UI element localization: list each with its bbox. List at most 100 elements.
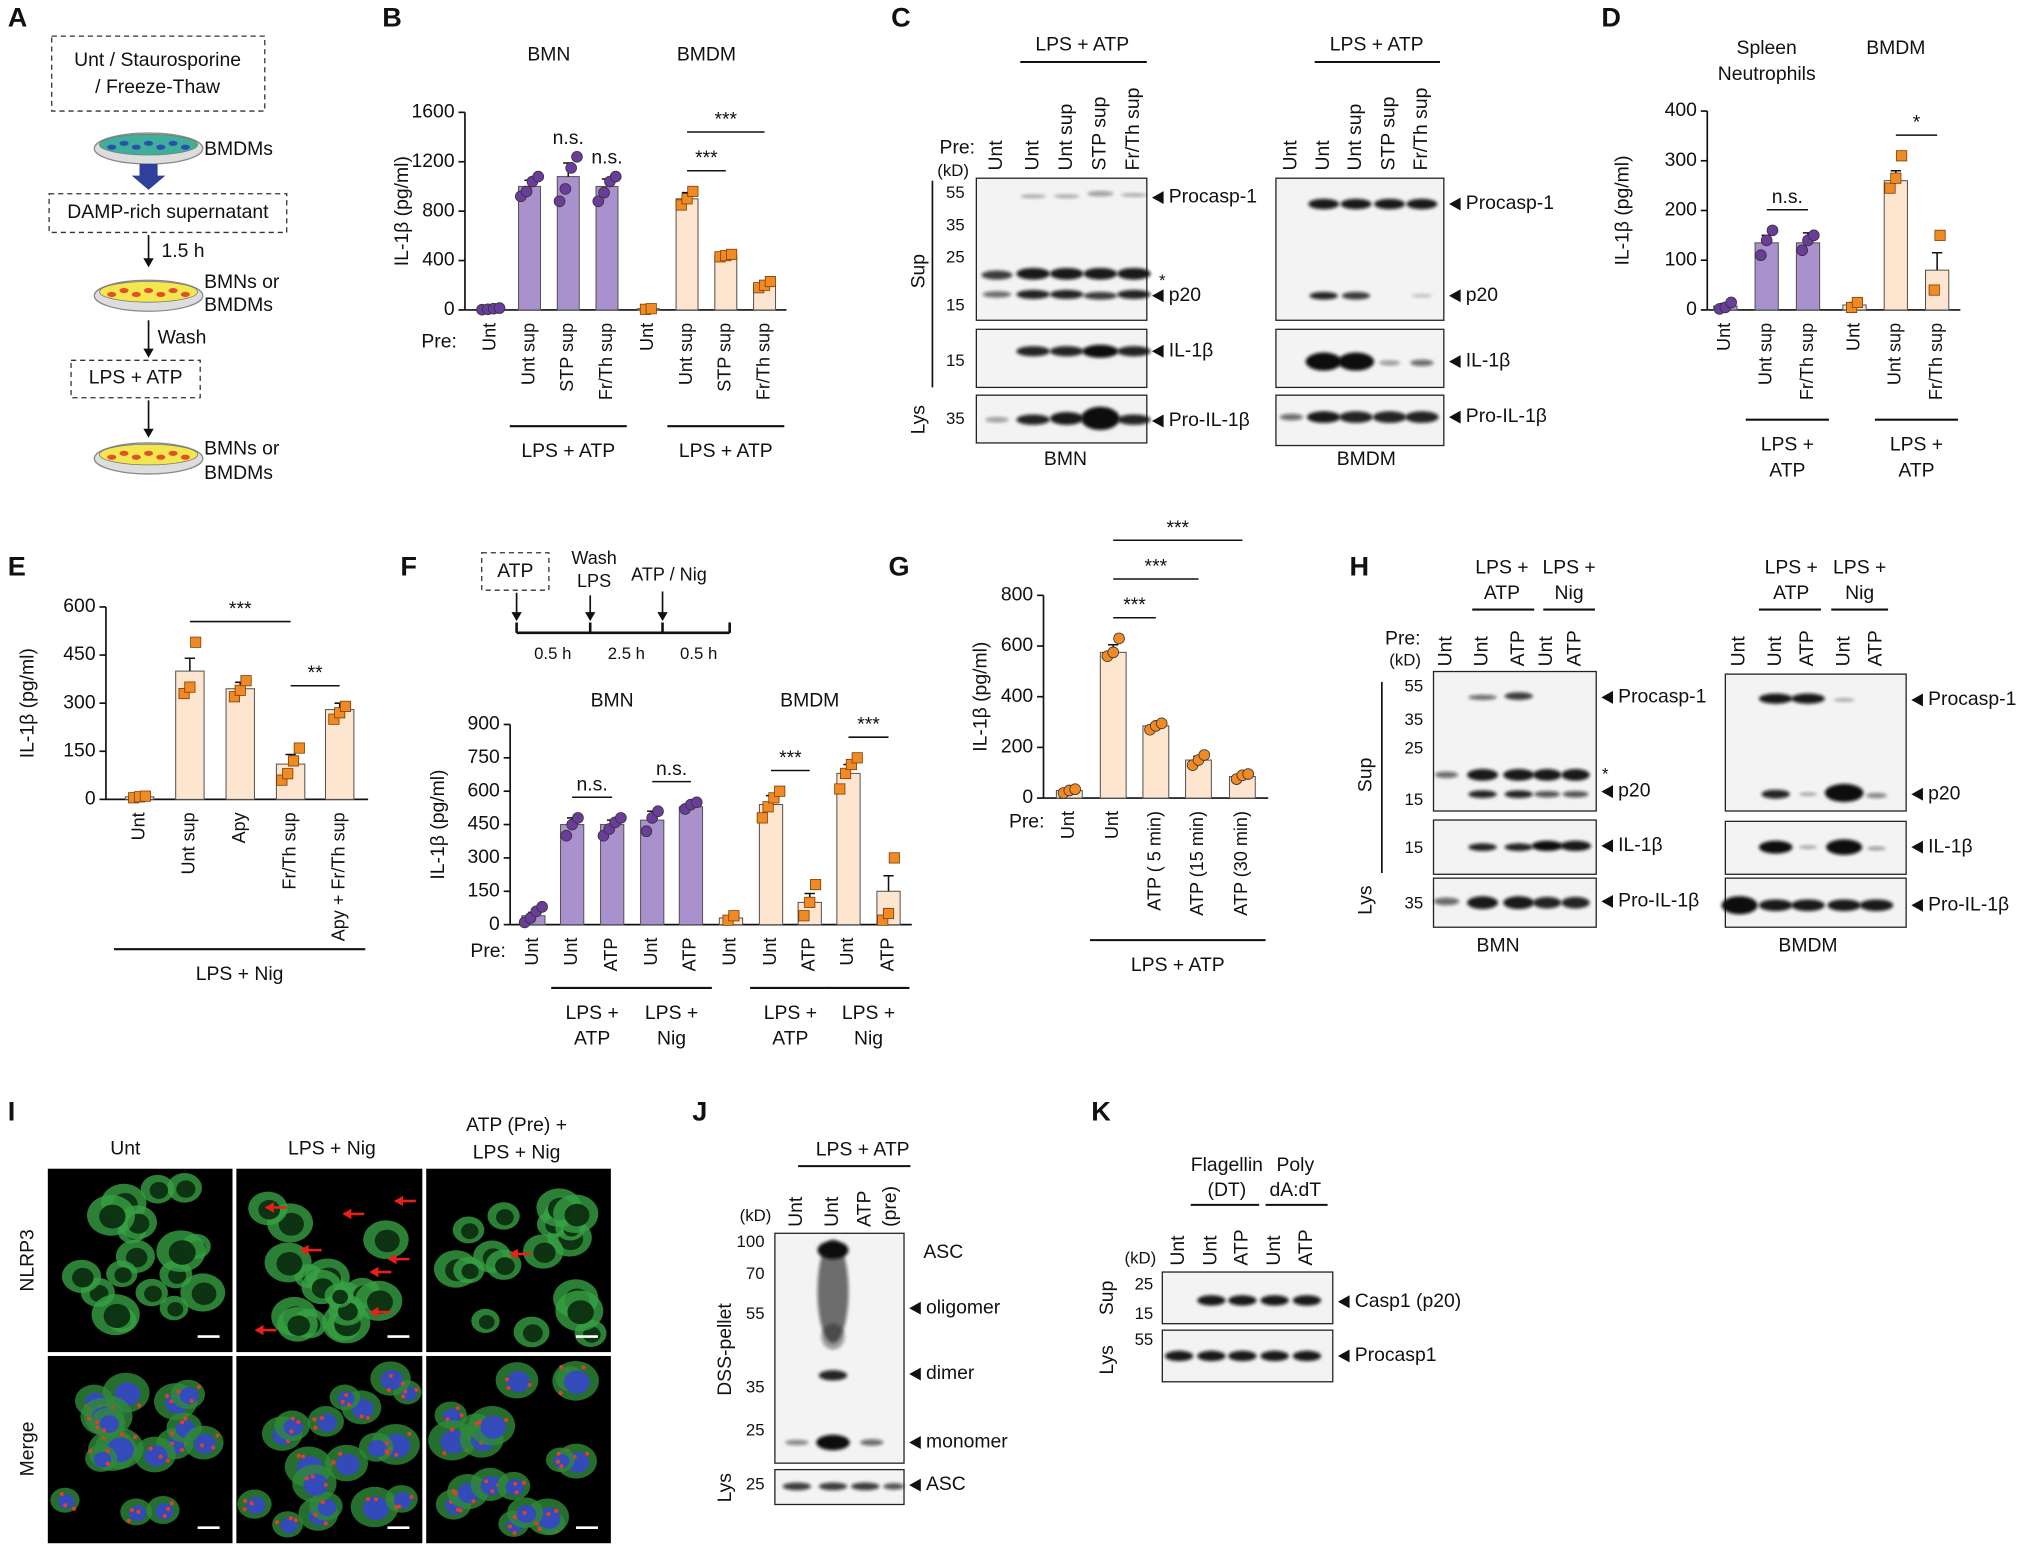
pointer — [1151, 191, 1164, 205]
speckle — [313, 1512, 318, 1517]
band — [1374, 198, 1406, 210]
speckle — [477, 1419, 482, 1424]
speckle — [87, 1416, 92, 1421]
data-point — [572, 812, 584, 824]
nucleus — [380, 1369, 403, 1390]
pointer — [909, 1367, 921, 1381]
band — [1372, 411, 1407, 423]
dashed-box — [48, 193, 288, 234]
dashed-box — [70, 359, 201, 399]
x-tick-label: ATP (30 min) — [1231, 811, 1251, 916]
cell — [131, 291, 141, 298]
x-tick-label: Unt — [480, 323, 500, 351]
nucleus — [103, 1303, 131, 1329]
band — [1305, 352, 1342, 371]
error-bar — [1931, 251, 1943, 271]
group-label: LPS + — [764, 1002, 817, 1024]
band — [1791, 899, 1825, 912]
label: 0.5 h — [534, 644, 571, 663]
lane-label: Unt — [1435, 636, 1457, 667]
significance: *** — [1166, 517, 1189, 539]
data-point — [334, 707, 346, 719]
bar — [836, 772, 861, 926]
panel-letter: K — [1091, 1095, 1111, 1126]
pointer — [1601, 690, 1614, 704]
nucleus — [478, 1315, 495, 1330]
speckle — [522, 1510, 527, 1515]
row-label: Pre: — [1009, 811, 1045, 833]
band — [1721, 896, 1758, 915]
band — [1866, 792, 1887, 799]
nucleus — [582, 1326, 601, 1343]
label: BMDMs — [204, 462, 273, 484]
arrow-head — [143, 428, 154, 438]
nucleus — [496, 1209, 514, 1226]
lane-label: (pre) — [879, 1186, 901, 1227]
band — [1532, 896, 1562, 909]
lane-label: Unt sup — [1344, 104, 1366, 171]
data-point — [834, 783, 846, 795]
data-point — [1198, 749, 1211, 761]
data-point — [810, 879, 822, 891]
speckle — [344, 1392, 349, 1398]
nucleus — [58, 1494, 75, 1509]
group-label: ATP — [772, 1028, 808, 1050]
panel-letter: A — [8, 2, 28, 33]
label: Sup — [1354, 758, 1376, 792]
pointer — [1337, 1349, 1350, 1363]
cell — [168, 287, 178, 294]
significance: *** — [1145, 556, 1168, 578]
mw-marker: 70 — [746, 1264, 765, 1283]
label: ATP — [1773, 582, 1809, 604]
speckle — [559, 1364, 564, 1370]
y-tick-label: 600 — [63, 595, 96, 617]
lane-label: Unt — [985, 140, 1007, 171]
data-point — [840, 767, 852, 779]
speckle — [400, 1381, 405, 1386]
band — [1049, 346, 1084, 357]
speckle — [189, 1399, 194, 1404]
band — [1503, 769, 1535, 781]
band — [1798, 792, 1818, 797]
band — [981, 270, 1013, 280]
band — [1827, 899, 1861, 912]
speckle — [319, 1415, 324, 1421]
speckle — [289, 1429, 294, 1434]
band — [1433, 897, 1460, 906]
speckle — [514, 1490, 519, 1495]
pointer — [909, 1436, 921, 1449]
band — [1534, 790, 1561, 798]
band — [1309, 291, 1338, 300]
y-tick-label: 200 — [1001, 736, 1034, 758]
label: LPS + ATP — [816, 1139, 910, 1161]
data-point — [681, 193, 693, 205]
data-point — [652, 805, 664, 818]
dashed-box — [481, 552, 550, 591]
panel-letter: H — [1350, 550, 1370, 581]
label: LPS + Nig — [473, 1141, 561, 1163]
band — [1082, 344, 1119, 358]
label: LPS + — [1833, 556, 1886, 578]
nucleus — [194, 1433, 216, 1454]
data-point — [1890, 172, 1902, 184]
data-point — [571, 150, 583, 163]
band — [1053, 194, 1080, 199]
group-label: Nig — [854, 1028, 883, 1050]
data-point — [804, 896, 816, 908]
label: Unt — [110, 1137, 141, 1159]
data-point — [762, 801, 774, 813]
label: BMDMs — [204, 294, 273, 316]
data-point — [1242, 768, 1254, 780]
y-tick-label: 450 — [63, 643, 96, 665]
speckle — [200, 1443, 205, 1448]
data-point — [293, 742, 305, 754]
band — [985, 417, 1009, 423]
x-tick-label: Fr/Th sup — [279, 812, 299, 889]
mw-marker: 15 — [1135, 1304, 1154, 1323]
panel-letter: I — [8, 1095, 16, 1126]
band — [1337, 352, 1375, 371]
nucleus — [533, 1242, 556, 1263]
red-arrow-head — [393, 1195, 403, 1207]
band — [1083, 291, 1118, 300]
blot — [975, 177, 1148, 321]
